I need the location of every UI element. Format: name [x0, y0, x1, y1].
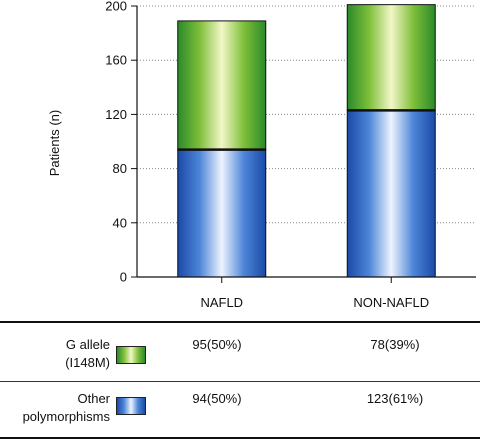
g-allele-label-line2: (I148M) — [65, 355, 110, 370]
y-tick-label-160: 160 — [105, 53, 127, 68]
other-polymorphisms-label: Other polymorphisms — [0, 390, 110, 426]
other-non-nafld-cell: 123(61%) — [366, 391, 424, 406]
stacked-bar-chart: 0 40 80 120 160 200 NAFLD NON-NAFLD Patients (n… — [47, 0, 476, 310]
bar-nafld-other-polymorphisms — [177, 149, 267, 278]
y-tick-label-80: 80 — [113, 161, 127, 176]
g-allele-label: G allele (I148M) — [0, 336, 110, 372]
y-tick-label-120: 120 — [105, 107, 127, 122]
other-label-line2: polymorphisms — [22, 409, 110, 424]
y-tick-label-200: 200 — [105, 0, 127, 14]
axes: 0 40 80 120 160 200 NAFLD NON-NAFLD — [105, 0, 476, 310]
x-tick-label-nafld: NAFLD — [200, 295, 243, 310]
g-allele-non-nafld-cell: 78(39%) — [370, 337, 420, 352]
table-top-rule — [0, 321, 480, 323]
other-label-line1: Other — [77, 391, 110, 406]
y-tick-label-0: 0 — [120, 270, 127, 285]
other-nafld-cell: 94(50%) — [192, 391, 242, 406]
bar-non-nafld-g-allele-i148m — [346, 4, 436, 111]
y-axis-label: Patients (n) — [47, 110, 62, 176]
bar-nafld-g-allele-i148m — [177, 20, 267, 151]
g-allele-nafld-cell: 95(50%) — [192, 337, 242, 352]
table-mid-rule — [0, 381, 480, 382]
g-allele-swatch — [116, 346, 146, 364]
table-bottom-rule — [0, 437, 480, 439]
other-polymorphisms-swatch — [116, 397, 146, 415]
bars — [177, 4, 436, 278]
x-tick-label-non-nafld: NON-NAFLD — [353, 295, 429, 310]
g-allele-label-line1: G allele — [65, 337, 110, 352]
bar-non-nafld-other-polymorphisms — [346, 109, 436, 278]
y-tick-label-40: 40 — [113, 215, 127, 230]
